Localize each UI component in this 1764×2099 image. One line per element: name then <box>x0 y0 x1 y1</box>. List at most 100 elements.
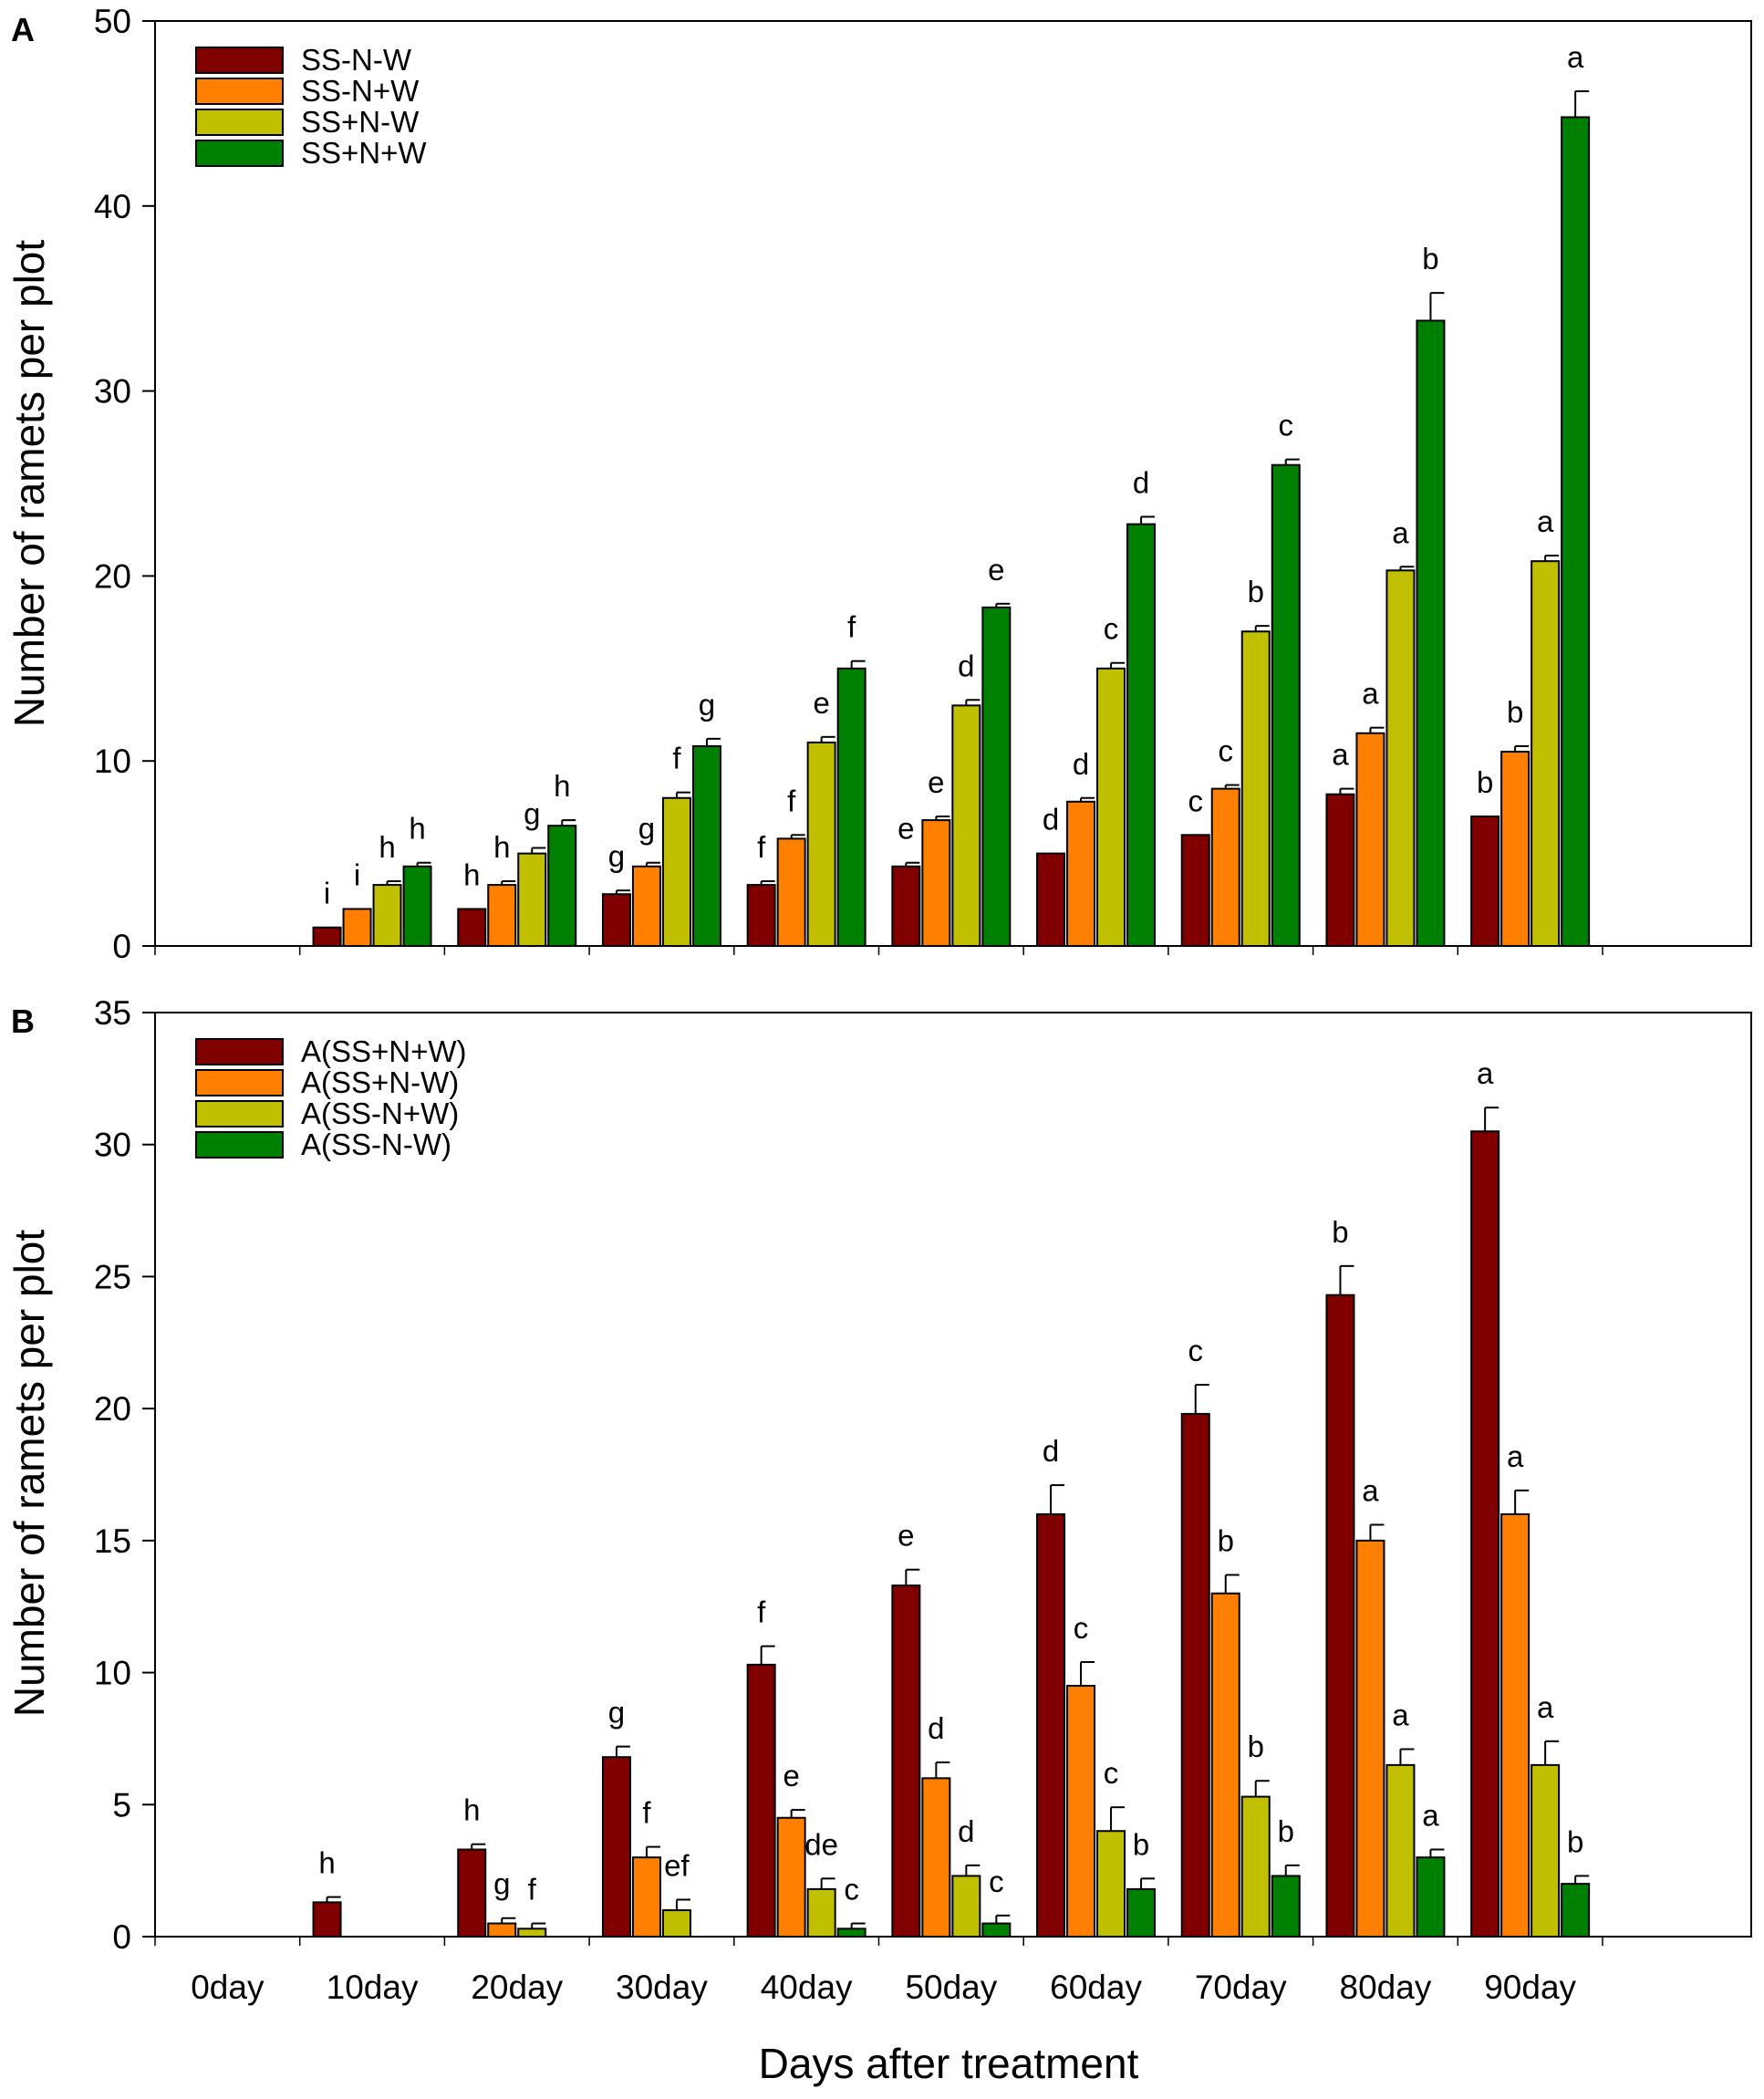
x-axis-title: Days after treatment <box>759 2040 1139 2087</box>
legend-label: SS+N+W <box>301 136 427 170</box>
panel-letter: A <box>11 11 35 48</box>
bar <box>691 744 721 948</box>
y-tick-label: 35 <box>94 994 131 1032</box>
significance-label: d <box>1133 466 1149 500</box>
bar <box>1500 751 1531 947</box>
legend-swatch <box>195 47 284 74</box>
significance-label: i <box>354 857 360 891</box>
bar <box>1325 793 1355 947</box>
bar <box>372 884 402 947</box>
significance-label: d <box>1043 803 1059 836</box>
legend-swatch <box>195 140 284 167</box>
y-tick-label: 0 <box>112 928 131 965</box>
significance-label: h <box>493 830 510 864</box>
significance-label: a <box>1567 40 1584 74</box>
legend-label: A(SS-N+W) <box>301 1096 459 1130</box>
bar <box>631 1856 661 1938</box>
x-tick-label: 0day <box>191 1969 265 2006</box>
legend-label: A(SS+N-W) <box>301 1065 459 1099</box>
significance-label: c <box>1104 612 1119 646</box>
bar <box>312 926 342 947</box>
bar <box>1325 1294 1355 1938</box>
bar <box>1036 852 1066 947</box>
significance-label: b <box>1248 1730 1264 1763</box>
significance-label: h <box>554 769 570 803</box>
significance-label: e <box>783 1759 799 1792</box>
legend-swatch <box>195 78 284 105</box>
significance-label: c <box>1074 1611 1089 1645</box>
bar <box>1355 732 1385 948</box>
y-tick-label: 50 <box>94 3 131 40</box>
significance-label: a <box>1332 738 1349 772</box>
significance-label: g <box>493 1867 510 1901</box>
bar <box>806 741 836 947</box>
plot-frame <box>154 1012 1752 1938</box>
significance-label: g <box>699 688 715 722</box>
bar <box>1470 1130 1500 1938</box>
significance-label: a <box>1477 1056 1494 1090</box>
significance-label: h <box>463 1793 480 1827</box>
significance-label: c <box>1188 1334 1204 1367</box>
x-tick-label: 10day <box>327 1969 419 2006</box>
x-tick-label: 70day <box>1195 1969 1287 2006</box>
bar <box>891 865 921 948</box>
bar <box>1385 569 1416 947</box>
significance-label: a <box>1362 1473 1379 1507</box>
significance-label: e <box>898 812 914 846</box>
legend-swatch <box>195 1131 284 1159</box>
significance-label: d <box>1073 747 1089 781</box>
bar <box>1531 560 1561 948</box>
y-tick-label: 25 <box>94 1258 131 1295</box>
y-tick-label: 20 <box>94 557 131 595</box>
bar <box>1066 1685 1096 1938</box>
bar <box>1126 523 1157 948</box>
significance-label: e <box>813 686 829 720</box>
bar <box>1561 1883 1591 1938</box>
bar <box>776 1816 806 1938</box>
bar <box>661 1909 691 1938</box>
significance-label: c <box>1219 734 1234 768</box>
significance-label: ef <box>664 1848 690 1882</box>
bar <box>1271 1875 1301 1938</box>
bar <box>1180 834 1210 948</box>
legend-label: SS-N+W <box>301 74 420 108</box>
bar <box>921 1777 951 1938</box>
legend: SS-N-WSS-N+WSS+N-WSS+N+W <box>195 43 427 170</box>
x-tick-label: 20day <box>471 1969 563 2006</box>
significance-label: e <box>898 1519 914 1553</box>
legend-label: A(SS+N+W) <box>301 1034 467 1068</box>
significance-label: h <box>409 812 425 846</box>
bar <box>631 865 661 948</box>
x-tick-label: 50day <box>905 1969 997 2006</box>
bar <box>836 667 866 947</box>
x-tick-label: 90day <box>1484 1969 1576 2006</box>
significance-label: d <box>928 1711 944 1745</box>
x-tick-label: 60day <box>1050 1969 1142 2006</box>
y-tick-label: 5 <box>112 1786 131 1824</box>
legend-label: SS-N-W <box>301 43 412 77</box>
significance-label: b <box>1422 242 1438 275</box>
bar <box>746 884 776 947</box>
significance-label: h <box>379 830 395 864</box>
significance-label: a <box>1392 515 1409 549</box>
panel-b: B 0 5 10 15 20 25 30 35 Number of ramets per plot… <box>5 994 1752 1956</box>
y-axis-title: Number of ramets per plot <box>5 1230 53 1718</box>
bar <box>457 908 487 948</box>
bar <box>1355 1539 1385 1938</box>
significance-label: a <box>1392 1699 1409 1732</box>
bar <box>1416 1856 1446 1938</box>
bar <box>891 1585 921 1938</box>
bar <box>1096 1830 1126 1938</box>
significance-label: a <box>1537 504 1554 538</box>
legend-swatch <box>195 1069 284 1096</box>
bar <box>1416 319 1446 947</box>
significance-label: i <box>324 877 330 910</box>
bar <box>1126 1887 1157 1938</box>
y-tick-label: 30 <box>94 1127 131 1164</box>
bar <box>517 1928 547 1938</box>
bar <box>1240 1795 1271 1938</box>
significance-label: b <box>1477 765 1493 799</box>
